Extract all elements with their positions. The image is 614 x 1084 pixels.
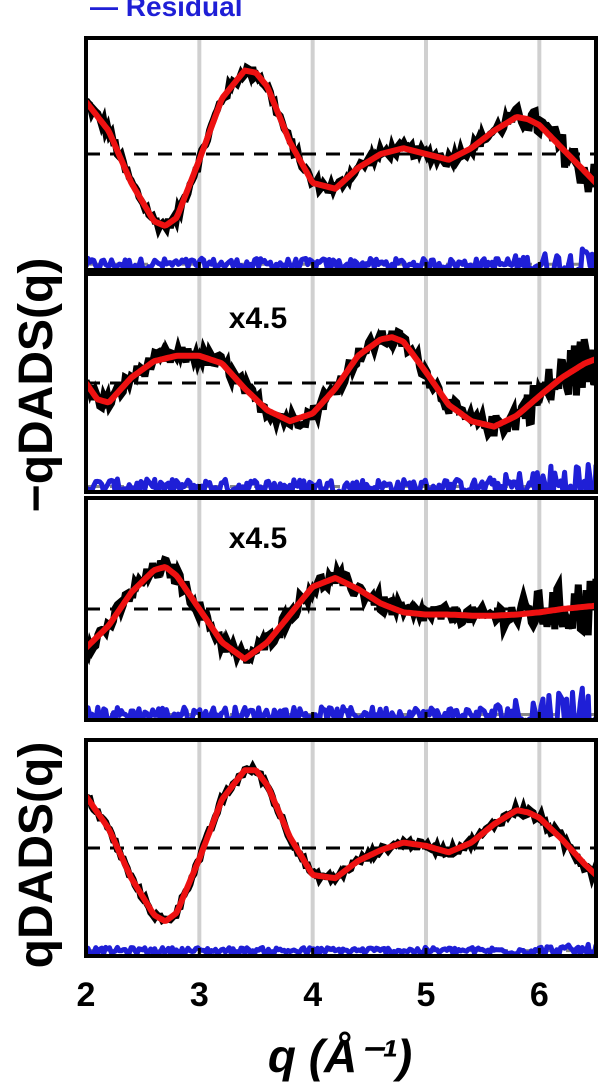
legend: — Residual xyxy=(90,0,242,22)
panel-3: x4.5 xyxy=(84,496,598,722)
x-tick-label: 3 xyxy=(190,976,209,1014)
x-tick-label: 6 xyxy=(530,976,549,1014)
x-tick-label: 5 xyxy=(417,976,436,1014)
panel-frame xyxy=(84,496,598,722)
data-series xyxy=(86,62,596,240)
panel-2: x4.5 xyxy=(84,272,598,494)
x-tick-label: 4 xyxy=(303,976,322,1014)
fit-series xyxy=(86,767,596,924)
panel-frame xyxy=(84,738,598,958)
panel-annotation: x4.5 xyxy=(229,302,287,335)
x-tick-label: 2 xyxy=(77,976,96,1014)
panel-frame xyxy=(84,36,598,272)
residual-series xyxy=(86,246,596,270)
legend-entry-residual: — Residual xyxy=(90,0,242,22)
fit-series xyxy=(86,334,596,430)
y-axis-label-top: −qDADS(q) xyxy=(10,258,63,513)
x-axis-label: q (Å⁻¹) xyxy=(268,1030,412,1082)
panel-frame xyxy=(84,272,598,494)
x-tick-labels: 2 3 4 5 6 xyxy=(77,976,549,1014)
data-series xyxy=(86,759,596,926)
residual-series xyxy=(86,941,596,956)
fit-series xyxy=(86,564,596,662)
residual-series xyxy=(86,462,596,492)
panel-4 xyxy=(84,738,598,958)
y-axis-label-bottom: qDADS(q) xyxy=(10,742,63,969)
fit-series xyxy=(86,67,596,229)
panel-annotation: x4.5 xyxy=(229,522,287,555)
panel-1 xyxy=(84,36,598,272)
